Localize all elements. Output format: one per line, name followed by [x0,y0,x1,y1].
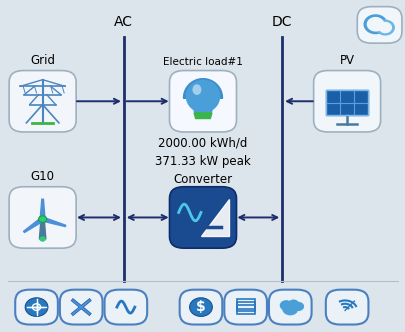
Polygon shape [200,199,229,236]
Polygon shape [375,20,393,35]
Text: DC: DC [271,15,292,29]
Bar [236,302,254,311]
Polygon shape [42,217,66,226]
FancyBboxPatch shape [313,71,380,132]
FancyBboxPatch shape [9,71,76,132]
Polygon shape [192,106,213,113]
Circle shape [25,298,48,316]
Bar [236,299,254,309]
Circle shape [38,216,47,222]
Text: Electric load#1: Electric load#1 [163,57,242,67]
Ellipse shape [185,80,220,113]
FancyBboxPatch shape [15,290,58,325]
Polygon shape [378,23,390,33]
Text: AC: AC [114,15,133,29]
Polygon shape [194,113,211,119]
Polygon shape [40,199,45,219]
FancyBboxPatch shape [169,71,236,132]
Polygon shape [367,18,383,31]
Polygon shape [183,79,222,98]
Circle shape [281,302,298,315]
Bar [236,305,254,314]
FancyBboxPatch shape [60,290,102,325]
FancyBboxPatch shape [269,290,311,325]
Circle shape [292,302,303,311]
FancyBboxPatch shape [224,290,266,325]
Bar [325,91,368,116]
FancyBboxPatch shape [9,187,76,248]
FancyBboxPatch shape [356,7,401,43]
FancyBboxPatch shape [325,290,368,325]
FancyBboxPatch shape [104,290,147,325]
Polygon shape [23,217,44,232]
Text: 2000.00 kWh/d
371.33 kW peak
Converter: 2000.00 kWh/d 371.33 kW peak Converter [155,136,250,186]
Polygon shape [39,219,46,239]
Circle shape [189,298,212,316]
Text: PV: PV [339,54,354,67]
FancyBboxPatch shape [179,290,222,325]
Ellipse shape [192,84,201,95]
Text: $: $ [196,300,205,314]
Text: G10: G10 [30,170,55,183]
Polygon shape [363,15,386,34]
Circle shape [39,236,46,242]
Circle shape [279,300,292,311]
Circle shape [288,299,298,308]
Text: Grid: Grid [30,54,55,67]
Bar [325,91,368,116]
FancyBboxPatch shape [169,187,236,248]
